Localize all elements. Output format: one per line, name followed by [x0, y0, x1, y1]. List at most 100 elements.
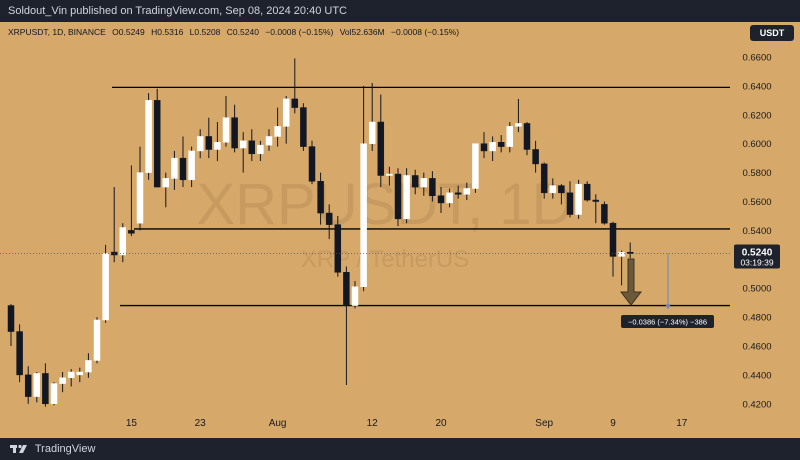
bullish-candle-body	[239, 140, 247, 149]
candle	[291, 58, 299, 114]
candle	[33, 372, 41, 403]
time-tick-label: 20	[435, 418, 447, 429]
candle	[300, 103, 307, 151]
bullish-candle-body	[386, 173, 393, 176]
bullish-candle-body	[85, 360, 92, 373]
price-tick-label: 0.5400	[742, 226, 771, 237]
candle	[446, 188, 453, 208]
bullish-candle-body	[360, 143, 367, 288]
bearish-candle-body	[558, 185, 565, 194]
bullish-candle-body	[67, 371, 75, 379]
brand-name: TradingView	[34, 443, 96, 455]
candle	[205, 117, 213, 159]
candle	[162, 172, 170, 208]
bearish-candle-body	[291, 98, 299, 108]
bullish-candle-body	[282, 98, 290, 127]
down-arrow-icon[interactable]	[619, 258, 643, 306]
candlestick-chart[interactable]: XRPUSDT, 1D XRP / TetherUS −0.0386 (−7.3…	[0, 22, 800, 438]
price-tick-label: 0.6200	[742, 110, 771, 121]
bullish-candle-body	[136, 172, 144, 224]
candle	[472, 143, 479, 193]
candle	[429, 171, 436, 202]
volume-value: Vol52.636M	[339, 27, 385, 37]
bearish-candle-body	[394, 173, 402, 220]
measure-label-box	[621, 315, 714, 328]
candle	[325, 204, 333, 240]
bearish-candle-body	[248, 140, 256, 155]
time-tick-label: 17	[676, 418, 688, 429]
bullish-candle-body	[214, 142, 221, 150]
watermark-symbol: XRPUSDT, 1D	[196, 172, 573, 237]
bullish-candle-body	[463, 188, 471, 195]
time-tick-label: Sep	[535, 418, 553, 429]
candle	[59, 372, 66, 393]
published-info: Soldout_Vin published on TradingView.com…	[8, 5, 347, 17]
bullish-candle-body	[403, 175, 410, 220]
bullish-candle-body	[351, 286, 359, 306]
candle	[411, 169, 419, 195]
bullish-candle-body	[76, 371, 84, 376]
candle	[463, 182, 471, 201]
time-axis[interactable]: 15 23 Aug 12 20 Sep 9 17	[126, 418, 688, 429]
price-tick-label: 0.4600	[742, 342, 771, 353]
candle	[136, 146, 144, 231]
bearish-candle-body	[609, 222, 617, 257]
candle	[282, 96, 290, 144]
bearish-candle-body	[334, 224, 342, 273]
measurement-tool[interactable]: −0.0386 (−7.34%) −386	[621, 253, 714, 328]
bullish-candle-body	[446, 192, 453, 204]
candle	[489, 136, 496, 162]
candle	[626, 242, 634, 259]
watermark: XRPUSDT, 1D XRP / TetherUS	[196, 172, 573, 273]
candle	[601, 201, 608, 225]
change-value: −0.0008 (−0.15%)	[265, 27, 334, 37]
currency-badge[interactable]: USDT	[750, 25, 794, 41]
candle	[110, 187, 118, 263]
bullish-candle-body	[171, 157, 178, 179]
bullish-candle-body	[515, 123, 522, 127]
bullish-candle-body	[472, 143, 479, 189]
candle	[24, 366, 32, 404]
candle	[343, 266, 350, 386]
horizontal-lines[interactable]	[112, 86, 730, 307]
time-tick-label: 15	[126, 418, 138, 429]
bullish-candle-body	[50, 383, 58, 405]
price-tick-label: 0.5000	[742, 284, 771, 295]
candle	[119, 223, 127, 263]
bullish-candle-body	[188, 150, 195, 181]
symbol-name[interactable]: XRPUSDT, 1D, BINANCE	[8, 27, 106, 37]
candle	[102, 244, 109, 323]
bearish-candle-body	[231, 117, 238, 149]
measure-arrowhead	[665, 304, 671, 310]
current-price-tag	[734, 244, 780, 269]
bearish-candle-body	[42, 373, 49, 405]
candle	[334, 215, 342, 277]
bearish-candle-body	[437, 195, 445, 204]
candle	[368, 83, 376, 151]
price-tick-label: 0.6400	[742, 81, 771, 92]
price-axis[interactable]: 0.6600 0.6400 0.6200 0.6000 0.5800 0.5600 0.54…	[742, 53, 771, 411]
bullish-candle-body	[33, 373, 41, 397]
bearish-candle-body	[601, 204, 608, 224]
candle	[239, 132, 247, 173]
bearish-candle-body	[16, 331, 23, 376]
bearish-candle-body	[497, 142, 505, 147]
bearish-candle-body	[377, 121, 385, 176]
bearish-candle-body	[325, 212, 333, 225]
down-arrow-drawing[interactable]	[619, 258, 643, 306]
price-tick-label: 0.6600	[742, 53, 771, 64]
candle	[179, 136, 187, 188]
bullish-candle-body	[575, 183, 582, 215]
candle	[360, 85, 367, 292]
time-tick-label: 9	[610, 418, 616, 429]
candle	[454, 185, 462, 199]
candle	[540, 162, 548, 199]
volume-change-value: −0.0008 (−0.15%)	[391, 27, 460, 37]
bullish-candle-body	[506, 126, 514, 147]
chart-area[interactable]: XRPUSDT, 1D XRP / TetherUS −0.0386 (−7.3…	[0, 22, 800, 438]
candle	[248, 129, 256, 162]
bearish-candle-body	[24, 374, 32, 397]
candle	[171, 150, 178, 190]
low-value: L0.5208	[189, 27, 221, 37]
bearish-candle-body	[153, 100, 161, 188]
